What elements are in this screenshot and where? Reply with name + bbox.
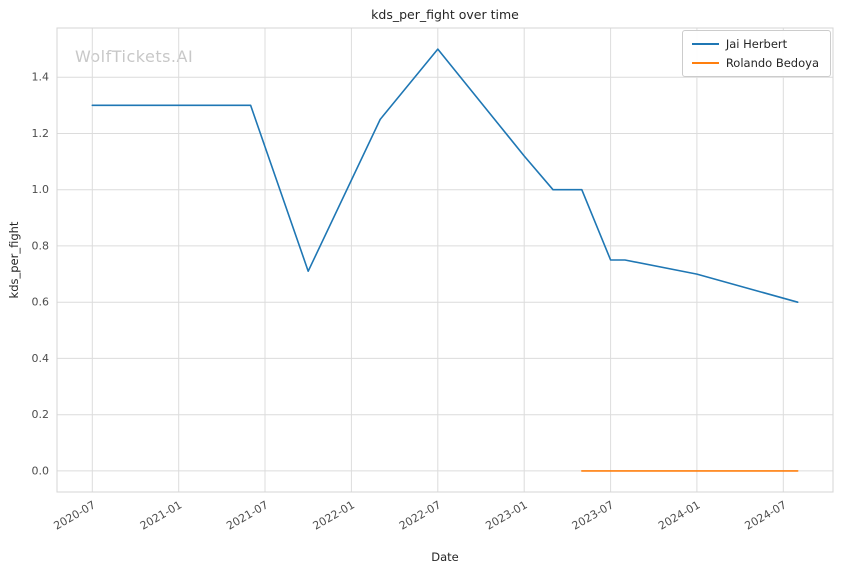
legend: Jai Herbert Rolando Bedoya [681,30,831,78]
y-tick-label: 0.8 [32,239,50,252]
y-tick-label: 1.2 [32,127,50,140]
legend-label: Rolando Bedoya [725,55,819,70]
y-tick-label: 1.4 [32,71,50,84]
legend-item-rolando-bedoya: Rolando Bedoya [691,55,819,70]
x-tick-label: 2022-07 [397,498,443,532]
legend-item-jai-herbert: Jai Herbert [691,37,819,51]
y-tick-label: 0.2 [32,408,50,421]
x-tick-label: 2021-07 [224,498,270,532]
legend-label: Jai Herbert [725,37,788,51]
x-axis-label: Date [431,550,459,564]
y-tick-label: 0.0 [32,464,50,477]
plot-frame [56,27,834,493]
watermark: WolfTickets.AI [75,47,194,66]
y-tick-label: 1.0 [32,183,50,196]
x-tick-label: 2024-07 [743,498,789,532]
y-tick-label: 0.6 [32,296,50,309]
x-tick-label: 2022-01 [311,498,357,532]
legend-line-swatch-orange [691,62,719,64]
x-tick-label: 2023-01 [483,498,529,532]
y-tick-label: 0.4 [32,352,50,365]
x-tick-label: 2021-01 [138,498,184,532]
legend-line-swatch-blue [691,43,719,46]
x-tick-label: 2024-01 [656,498,702,532]
x-tick-label: 2023-07 [570,498,616,532]
chart-title: kds_per_fight over time [371,7,519,22]
x-tick-label: 2020-07 [51,498,97,532]
series-line-jai-herbert [91,48,799,304]
